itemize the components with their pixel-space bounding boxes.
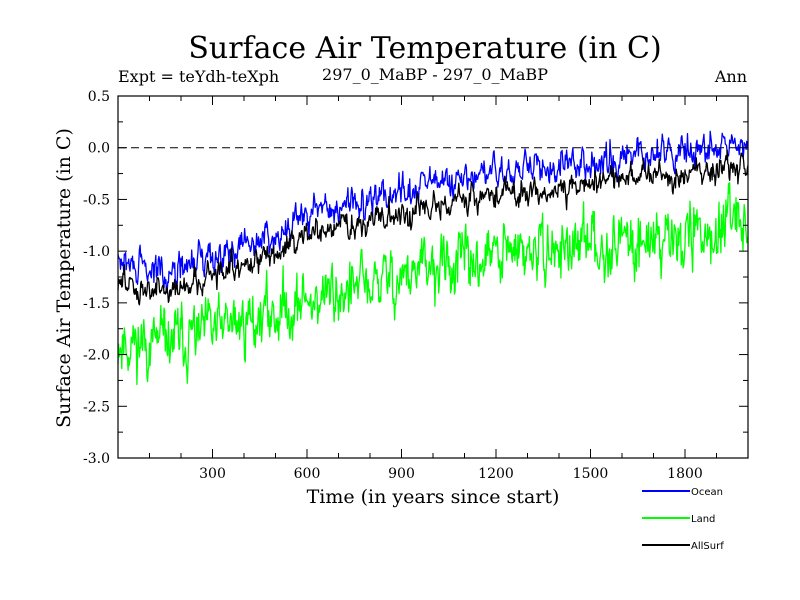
- x-tick-label: 1800: [667, 466, 703, 482]
- series-layer: [117, 130, 749, 386]
- x-axis-label: Time (in years since start): [307, 486, 560, 508]
- series-line-allsurf: [117, 149, 749, 306]
- legend-label-allsurf: AllSurf: [691, 541, 724, 552]
- legend: Ocean Land AllSurf: [642, 487, 724, 552]
- season-label: Ann: [714, 67, 747, 86]
- y-tick-label: -1.0: [83, 244, 110, 260]
- y-tick-label: -1.5: [83, 296, 110, 312]
- y-tick-label: -3.0: [83, 451, 110, 467]
- comparison-label: 297_0_MaBP - 297_0_MaBP: [322, 65, 548, 84]
- y-tick-label: -2.0: [83, 348, 110, 364]
- y-tick-label: -0.5: [83, 192, 110, 208]
- x-tick-label: 300: [199, 466, 226, 482]
- chart-title: Surface Air Temperature (in C): [188, 31, 661, 66]
- x-tick-label: 1200: [478, 466, 514, 482]
- x-tick-label: 900: [388, 466, 415, 482]
- y-axis-label: Surface Air Temperature (in C): [53, 128, 75, 428]
- y-tick-label: -2.5: [83, 399, 110, 415]
- y-tick-label: 0.0: [88, 141, 110, 157]
- ticks-layer: 300 600 900 1200 1500 1800 -3.0 -2.5 -2.0 -1.5 -1.…: [83, 89, 748, 482]
- x-tick-label: 1500: [573, 466, 609, 482]
- x-tick-label: 600: [294, 466, 321, 482]
- series-line-land: [117, 182, 749, 386]
- legend-label-ocean: Ocean: [691, 487, 723, 498]
- plot-frame: [117, 95, 749, 459]
- legend-label-land: Land: [691, 514, 715, 525]
- experiment-label: Expt = teYdh-teXph: [118, 67, 279, 86]
- y-tick-label: 0.5: [88, 89, 110, 105]
